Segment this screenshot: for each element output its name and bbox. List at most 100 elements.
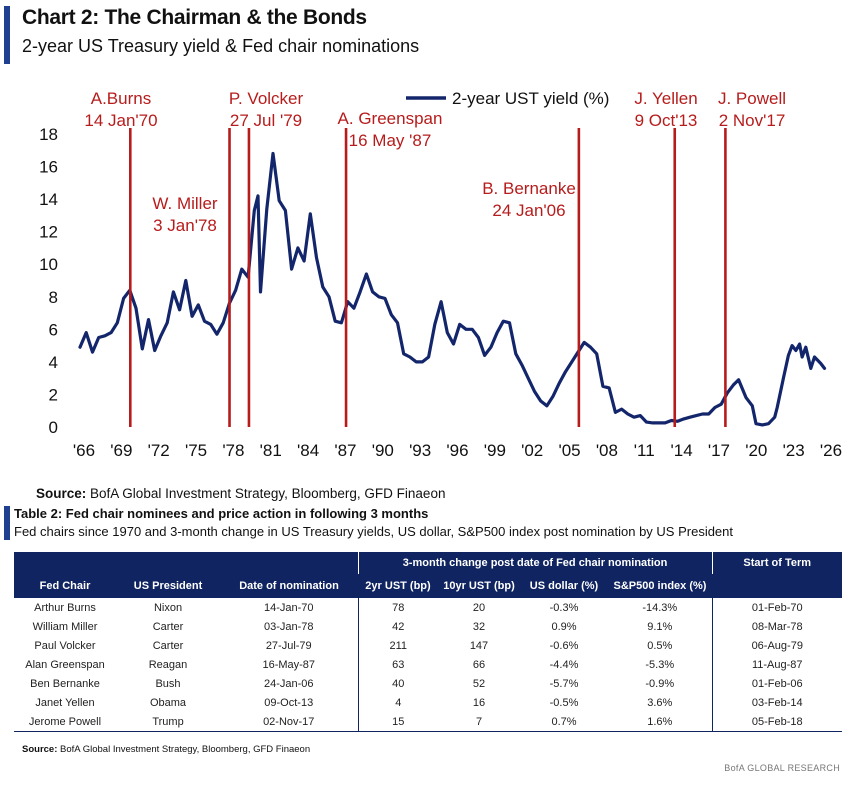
- x-tick-label: '81: [260, 441, 282, 460]
- nomination-name: J. Powell: [718, 89, 786, 108]
- cell-ust10: 16: [472, 696, 486, 709]
- cell-chair: Paul Volcker: [34, 639, 96, 652]
- col-header-2yr: 2yr UST (bp): [358, 574, 438, 598]
- nomination-name: P. Volcker: [229, 89, 304, 108]
- cell-ust10: 52: [472, 677, 486, 690]
- col-header-10yr: 10yr UST (bp): [438, 574, 520, 598]
- chart-source: Source: BofA Global Investment Strategy,…: [36, 486, 446, 501]
- x-tick-label: '26: [820, 441, 842, 460]
- y-tick-label: 18: [39, 125, 58, 144]
- table-title: Table 2: Fed chair nominees and price ac…: [14, 506, 429, 521]
- cell-president: Reagan: [148, 658, 188, 671]
- cell-term: 11-Aug-87: [751, 658, 803, 671]
- y-tick-label: 8: [49, 288, 58, 307]
- yield-chart: 0 2 4 6 8 10 12 14 16 18 '66 '69 '72 '75 '78 '81 '84 '87 '…: [39, 89, 842, 460]
- x-tick-label: '17: [708, 441, 730, 460]
- table-row: Alan Greenspan Reagan 16-May-87 63 66 -4.4% -5…: [14, 655, 842, 674]
- cell-spx: 1.6%: [608, 712, 713, 732]
- nomination-name: W. Miller: [152, 194, 218, 213]
- cell-chair: Janet Yellen: [35, 696, 95, 709]
- cell-ust2: 40: [357, 674, 438, 693]
- title-accent-bar: [4, 6, 10, 64]
- x-tick-label: '90: [372, 441, 394, 460]
- x-tick-label: '87: [334, 441, 356, 460]
- cell-chair: Jerome Powell: [14, 712, 116, 732]
- cell-usd: 0.9%: [551, 620, 577, 633]
- cell-president: Nixon: [153, 601, 183, 614]
- cell-usd: -0.6%: [549, 639, 579, 652]
- series-line-0: [78, 151, 827, 427]
- x-tick-label: '05: [558, 441, 580, 460]
- table-row: Janet Yellen Obama 09-Oct-13 4 16 -0.5% 3.6% 03…: [14, 693, 842, 712]
- col-header-date: Date of nomination: [220, 574, 358, 598]
- cell-usd: -0.5%: [549, 696, 579, 709]
- x-tick-label: '99: [484, 441, 506, 460]
- x-tick-label: '14: [671, 441, 693, 460]
- cell-term: 06-Aug-79: [751, 639, 803, 652]
- legend-label: 2-year UST yield (%): [452, 89, 609, 108]
- y-tick-label: 2: [49, 385, 58, 404]
- col-header-chair: Fed Chair: [14, 574, 116, 598]
- cell-term: 01-Feb-70: [751, 601, 803, 614]
- cell-date: 03-Jan-78: [263, 620, 314, 633]
- cell-term: 05-Feb-18: [712, 712, 842, 732]
- term-header: Start of Term: [712, 552, 842, 574]
- table-row: Arthur Burns Nixon 14-Jan-70 78 20 -0.3% -14.3…: [14, 598, 842, 617]
- cell-chair: Ben Bernanke: [30, 677, 100, 690]
- table-source: Source: BofA Global Investment Strategy,…: [22, 744, 311, 755]
- nomination-date: 3 Jan'78: [153, 216, 217, 235]
- col-header-usd: US dollar (%): [520, 574, 608, 598]
- cell-usd: -5.7%: [549, 677, 579, 690]
- cell-date: 16-May-87: [262, 658, 316, 671]
- nomination-name: B. Bernanke: [482, 179, 576, 198]
- nomination-date: 16 May '87: [349, 131, 432, 150]
- x-tick-label: '78: [222, 441, 244, 460]
- cell-spx: -5.3%: [608, 655, 713, 674]
- cell-ust10: 7: [438, 712, 520, 732]
- cell-president: Bush: [155, 677, 181, 690]
- table-row: Jerome Powell Trump 02-Nov-17 15 7 0.7% 1.6% 05…: [14, 712, 842, 732]
- cell-president: Obama: [149, 696, 187, 709]
- nomination-date: 2 Nov'17: [719, 111, 786, 130]
- cell-ust10: 32: [472, 620, 486, 633]
- cell-spx: -0.9%: [608, 674, 713, 693]
- nomination-date: 14 Jan'70: [84, 111, 157, 130]
- x-tick-label: '75: [185, 441, 207, 460]
- x-tick-label: '84: [297, 441, 319, 460]
- col-header-president: US President: [116, 574, 220, 598]
- chart-subtitle: 2-year US Treasury yield & Fed chair nom…: [22, 36, 420, 56]
- cell-ust10: 20: [472, 601, 486, 614]
- col-header-term: [712, 574, 842, 598]
- cell-ust10: 66: [472, 658, 486, 671]
- x-tick-label: '20: [745, 441, 767, 460]
- group-header: 3-month change post date of Fed chair no…: [357, 552, 713, 574]
- table-row: Paul Volcker Carter 27-Jul-79 211 147 -0.6% 0.…: [14, 636, 842, 655]
- cell-spx: -14.3%: [608, 598, 713, 617]
- table-corner: [14, 552, 358, 574]
- cell-spx: 9.1%: [608, 617, 713, 636]
- cell-spx: 3.6%: [608, 693, 713, 712]
- cell-usd: 0.7%: [520, 712, 608, 732]
- x-tick-label: '23: [783, 441, 805, 460]
- chart-title: Chart 2: The Chairman & the Bonds: [22, 6, 367, 29]
- cell-ust2: 15: [357, 712, 438, 732]
- y-tick-label: 12: [39, 223, 58, 242]
- cell-ust2: 4: [357, 693, 438, 712]
- cell-president: Trump: [116, 712, 220, 732]
- x-tick-label: '08: [596, 441, 618, 460]
- cell-ust2: 63: [357, 655, 438, 674]
- nomination-name: A. Greenspan: [338, 109, 443, 128]
- cell-term: 08-Mar-78: [751, 620, 803, 633]
- cell-ust2: 211: [357, 636, 438, 655]
- table-row: Ben Bernanke Bush 24-Jan-06 40 52 -5.7% -0.9% 0…: [14, 674, 842, 693]
- cell-date: 14-Jan-70: [263, 601, 314, 614]
- cell-chair: Alan Greenspan: [25, 658, 105, 671]
- brand-footer: BofA GLOBAL RESEARCH: [724, 763, 840, 773]
- col-header-spx: S&P500 index (%): [608, 574, 712, 598]
- cell-chair: Arthur Burns: [34, 601, 96, 614]
- x-tick-label: '72: [148, 441, 170, 460]
- cell-date: 02-Nov-17: [220, 712, 358, 732]
- x-tick-label: '93: [409, 441, 431, 460]
- table-row: William Miller Carter 03-Jan-78 42 32 0.9% 9.1…: [14, 617, 842, 636]
- x-tick-label: '11: [634, 441, 655, 460]
